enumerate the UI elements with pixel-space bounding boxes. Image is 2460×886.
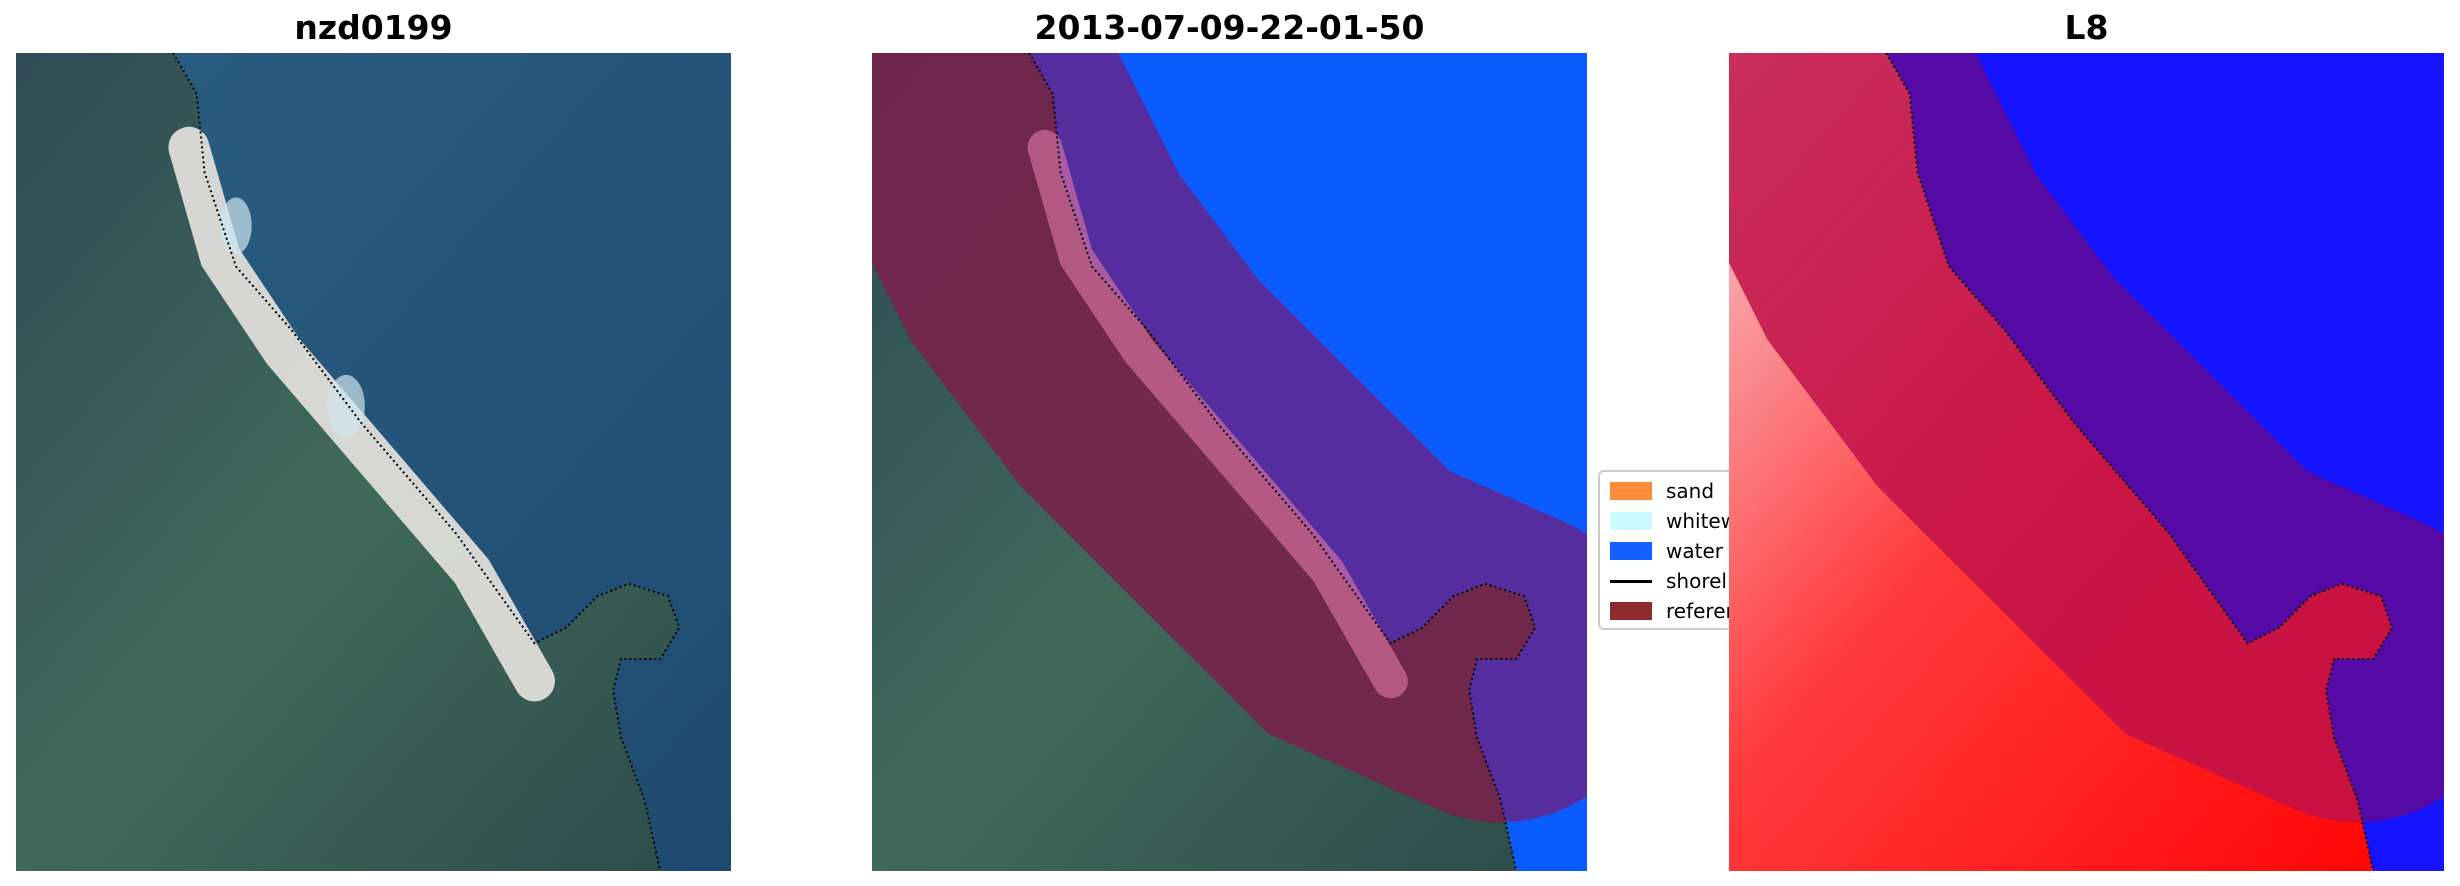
- rgb-image: [16, 53, 731, 871]
- legend-symbol: [1610, 602, 1652, 620]
- panel-title: 2013-07-09-22-01-50: [1034, 8, 1425, 47]
- classified-image: [872, 53, 1587, 871]
- legend-entry: shorel: [1610, 568, 1727, 594]
- panel-title: nzd0199: [294, 8, 453, 47]
- legend-entry: water: [1610, 538, 1723, 564]
- legend-entry: sand: [1610, 478, 1714, 504]
- legend-entry: referen: [1610, 598, 1738, 624]
- legend-symbol: [1610, 542, 1652, 560]
- legend-label: water: [1666, 539, 1723, 563]
- legend-label: shorel: [1666, 569, 1727, 593]
- legend-entry: whitew: [1610, 508, 1737, 534]
- panel-title: L8: [2064, 8, 2109, 47]
- legend-label: sand: [1666, 479, 1715, 503]
- legend-symbol: [1610, 512, 1652, 530]
- legend-symbol: [1610, 579, 1652, 583]
- legend-label: referen: [1666, 599, 1739, 623]
- index-image: [1729, 53, 2444, 871]
- legend-label: whitew: [1666, 509, 1738, 533]
- legend-symbol: [1610, 482, 1652, 500]
